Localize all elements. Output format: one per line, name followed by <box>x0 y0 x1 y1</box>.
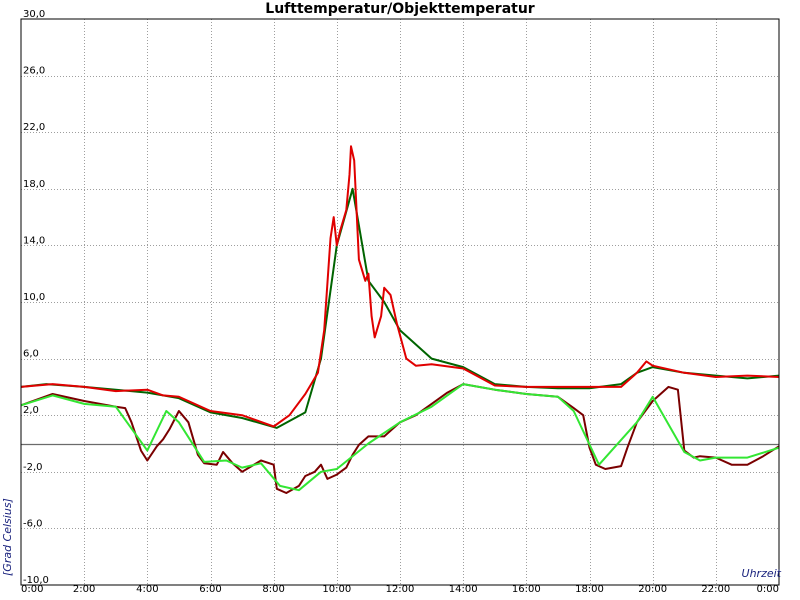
y-tick-label: 18,0 <box>23 179 45 190</box>
plot-frame <box>20 18 780 586</box>
x-tick-label: 12:00 <box>386 584 415 595</box>
x-axis-label: Uhrzeit <box>742 567 782 580</box>
x-tick-label: 16:00 <box>512 584 541 595</box>
y-tick-label: 14,0 <box>23 235 45 246</box>
grid-lines <box>21 19 779 585</box>
x-tick-label: 20:00 <box>638 584 667 595</box>
x-tick-label: 8:00 <box>262 584 284 595</box>
y-tick-label: -10,0 <box>23 575 49 586</box>
y-tick-label: 22,0 <box>23 122 45 133</box>
x-tick-labels: 0:00 2:00 4:00 6:00 8:00 10:00 12:00 14:00 16:00… <box>21 584 779 595</box>
series-line-4 <box>20 383 780 492</box>
x-tick-label: 6:00 <box>199 584 221 595</box>
x-tick-label: 0:00 <box>757 584 779 595</box>
x-tick-label: 14:00 <box>449 584 478 595</box>
y-tick-label: 10,0 <box>23 292 45 303</box>
y-tick-label: 26,0 <box>23 66 45 77</box>
x-tick-label: 10:00 <box>322 584 351 595</box>
series-line-3 <box>20 383 780 494</box>
series-line-2 <box>20 145 780 428</box>
x-tick-label: 2:00 <box>73 584 95 595</box>
y-tick-label: -2,0 <box>23 462 43 473</box>
x-tick-label: 0:00 <box>21 584 43 595</box>
y-tick-label: 6,0 <box>23 349 39 360</box>
x-tick-label: 18:00 <box>575 584 604 595</box>
y-tick-label: 2,0 <box>23 405 39 416</box>
y-tick-labels: -10,0 -6,0 -2,0 2,0 6,0 10,0 14,0 18,0 22,0 26,0 3… <box>23 9 49 586</box>
x-tick-label: 22:00 <box>701 584 730 595</box>
y-tick-label: 30,0 <box>23 9 45 20</box>
chart-title: Lufttemperatur/Objekttemperatur <box>265 1 535 17</box>
series-line-1 <box>20 187 780 429</box>
y-axis-label: [Grad Celsius] <box>1 498 14 576</box>
y-tick-label: -6,0 <box>23 518 43 529</box>
x-tick-label: 4:00 <box>136 584 158 595</box>
series-lines <box>20 145 780 494</box>
